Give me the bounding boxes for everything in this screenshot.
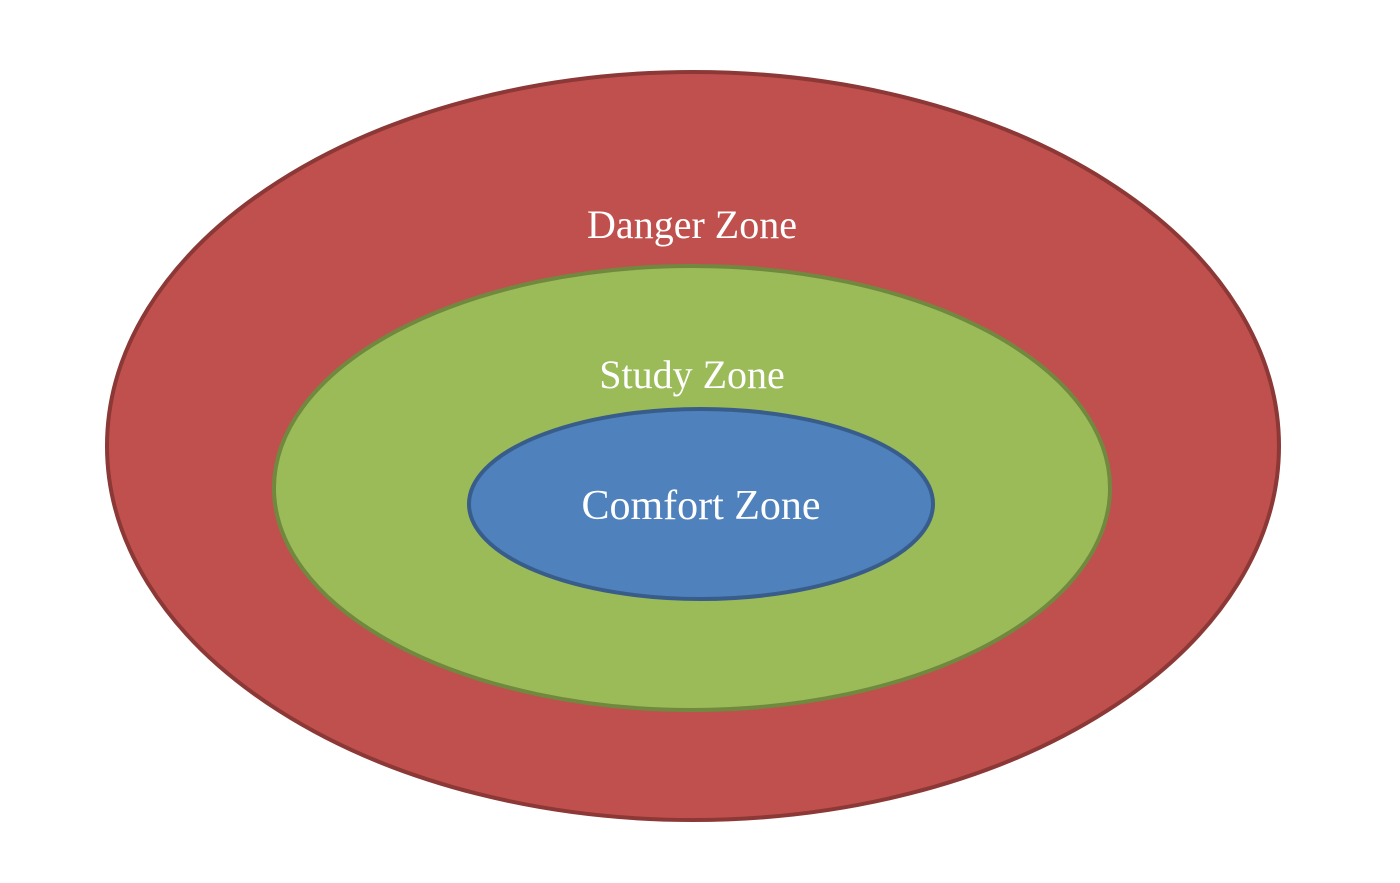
danger-zone-label: Danger Zone: [587, 202, 797, 247]
study-zone-label: Study Zone: [599, 352, 785, 397]
comfort-zone-label: Comfort Zone: [581, 483, 820, 529]
comfort-zone-ellipse: [467, 407, 935, 601]
